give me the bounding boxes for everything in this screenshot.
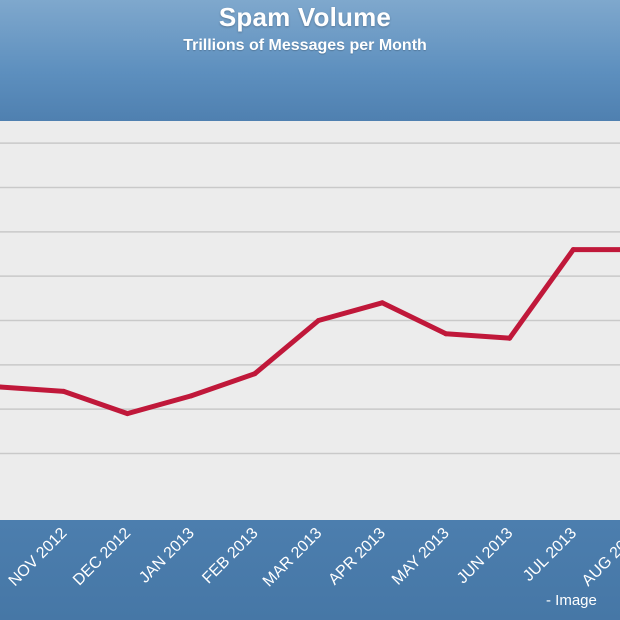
x-tick-label: DEC 2012: [70, 525, 134, 589]
chart-subtitle: Trillions of Messages per Month: [183, 37, 427, 54]
data-point: [188, 393, 194, 399]
data-point: [0, 384, 3, 390]
data-point: [443, 331, 449, 337]
image-caption: - Image: [546, 592, 597, 609]
x-tick-label: APR 2013: [325, 525, 389, 589]
x-tick-label: MAY 2013: [389, 525, 453, 589]
gridlines: [0, 142, 620, 455]
x-tick-label: AUG 2013: [579, 525, 620, 590]
data-point: [252, 371, 258, 377]
x-tick-label: JAN 2013: [136, 525, 198, 587]
series-line: [0, 247, 620, 417]
data-point: [570, 247, 576, 253]
series-group: [0, 247, 620, 417]
x-axis-band: [0, 520, 620, 620]
data-point: [61, 388, 67, 394]
data-point: [379, 300, 385, 306]
data-point: [124, 411, 130, 417]
chart-header: [0, 0, 620, 121]
data-point: [316, 318, 321, 323]
x-tick-label: JUL 2013: [520, 525, 580, 585]
x-tick-label: NOV 2012: [6, 525, 71, 590]
x-tick-label: FEB 2013: [199, 525, 261, 587]
chart-title: Spam Volume: [218, 2, 392, 32]
data-point: [507, 335, 513, 341]
x-tick-label: MAR 2013: [260, 525, 326, 591]
x-tick-label: JUN 2013: [454, 525, 516, 587]
